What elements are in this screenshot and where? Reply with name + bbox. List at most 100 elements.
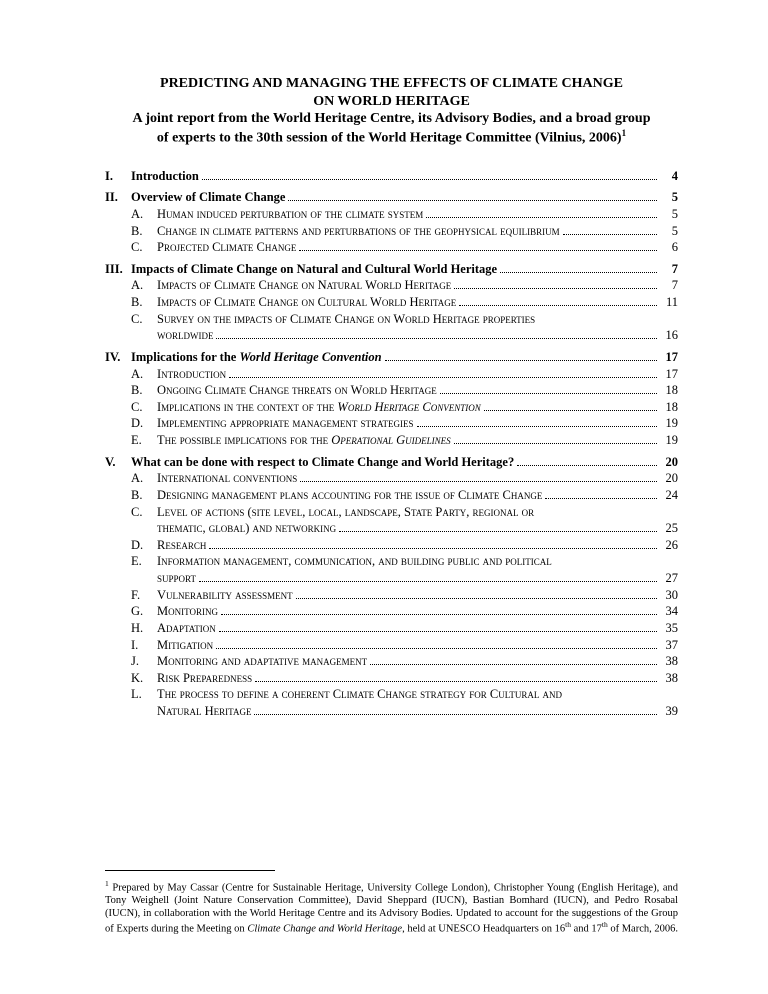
toc-page: 18 bbox=[660, 383, 678, 399]
toc-page: 20 bbox=[660, 471, 678, 487]
toc-text-italic: Operational Guidelines bbox=[331, 433, 450, 447]
toc-num: C. bbox=[131, 505, 157, 521]
toc-leader bbox=[216, 328, 657, 339]
toc-level2-row: C. Implications in the context of the Wo… bbox=[131, 400, 678, 416]
toc-page: 4 bbox=[660, 169, 678, 185]
toc-level2-row: H. Adaptation 35 bbox=[131, 621, 678, 637]
toc-text: Information management, communication, a… bbox=[157, 554, 552, 570]
toc-page: 38 bbox=[660, 671, 678, 687]
toc-level2-row: C. Level of actions (site level, local, … bbox=[131, 505, 678, 521]
toc-page: 17 bbox=[660, 350, 678, 366]
title-block: PREDICTING AND MANAGING THE EFFECTS OF C… bbox=[105, 75, 678, 147]
toc-leader bbox=[500, 262, 657, 273]
toc-leader bbox=[229, 367, 657, 378]
toc-page: 19 bbox=[660, 433, 678, 449]
toc-text: The possible implications for the Operat… bbox=[157, 433, 451, 449]
toc-leader bbox=[219, 621, 657, 632]
toc-level2-row: A. Introduction 17 bbox=[131, 367, 678, 383]
toc-level2-row: C. Projected Climate Change 6 bbox=[131, 240, 678, 256]
toc-num: B. bbox=[131, 488, 157, 504]
toc-page: 35 bbox=[660, 621, 678, 637]
toc-page: 39 bbox=[660, 704, 678, 720]
toc-page: 37 bbox=[660, 638, 678, 654]
toc-leader bbox=[417, 416, 657, 427]
toc-level1-row: IV. Implications for the World Heritage … bbox=[105, 350, 678, 366]
toc-num: A. bbox=[131, 367, 157, 383]
toc-level2-row: K. Risk Preparedness 38 bbox=[131, 671, 678, 687]
toc-text: Introduction bbox=[131, 169, 199, 185]
toc-text: worldwide bbox=[157, 328, 213, 344]
toc-num: A. bbox=[131, 278, 157, 294]
toc-leader bbox=[370, 654, 657, 665]
toc-text: Implications for the World Heritage Conv… bbox=[131, 350, 382, 366]
toc-level2-row-cont: thematic, global) and networking 25 bbox=[131, 521, 678, 537]
toc-level2-row: L. The process to define a coherent Clim… bbox=[131, 687, 678, 703]
toc-leader bbox=[209, 538, 657, 549]
toc-leader bbox=[426, 207, 657, 218]
toc-num: K. bbox=[131, 671, 157, 687]
toc-text: Natural Heritage bbox=[157, 704, 251, 720]
toc-leader bbox=[254, 704, 657, 715]
toc-text: Impacts of Climate Change on Cultural Wo… bbox=[157, 295, 456, 311]
toc-page: 6 bbox=[660, 240, 678, 256]
toc-level2-row-cont: support 27 bbox=[131, 571, 678, 587]
toc-leader bbox=[454, 433, 657, 444]
toc-text: Impacts of Climate Change on Natural Wor… bbox=[157, 278, 451, 294]
toc-num: I. bbox=[105, 169, 131, 185]
toc-num: E. bbox=[131, 433, 157, 449]
toc-num: D. bbox=[131, 416, 157, 432]
toc-page: 30 bbox=[660, 588, 678, 604]
toc-text: Introduction bbox=[157, 367, 226, 383]
toc-level2-row: G. Monitoring 34 bbox=[131, 604, 678, 620]
toc-num: V. bbox=[105, 455, 131, 471]
toc-leader bbox=[221, 604, 657, 615]
toc-level2-row: B. Impacts of Climate Change on Cultural… bbox=[131, 295, 678, 311]
toc-text-pre: The possible implications for the bbox=[157, 433, 331, 447]
toc-num: G. bbox=[131, 604, 157, 620]
toc-leader bbox=[484, 400, 657, 411]
toc-leader bbox=[339, 521, 657, 532]
toc-page: 18 bbox=[660, 400, 678, 416]
toc-num: C. bbox=[131, 240, 157, 256]
toc-num: B. bbox=[131, 224, 157, 240]
toc-level2-row: A. Human induced perturbation of the cli… bbox=[131, 207, 678, 223]
toc-text: Mitigation bbox=[157, 638, 213, 654]
toc-text: Overview of Climate Change bbox=[131, 190, 285, 206]
toc-num: F. bbox=[131, 588, 157, 604]
toc-page: 38 bbox=[660, 654, 678, 670]
toc-page: 17 bbox=[660, 367, 678, 383]
toc-leader bbox=[300, 471, 657, 482]
toc-leader bbox=[299, 240, 657, 251]
toc-text: Implications in the context of the World… bbox=[157, 400, 481, 416]
toc-page: 5 bbox=[660, 190, 678, 206]
toc-text: International conventions bbox=[157, 471, 297, 487]
toc-level1-row: III. Impacts of Climate Change on Natura… bbox=[105, 262, 678, 278]
toc-num: H. bbox=[131, 621, 157, 637]
title-footnote-ref: 1 bbox=[622, 128, 627, 138]
toc-leader bbox=[517, 455, 657, 466]
toc-text-italic: World Heritage Convention bbox=[239, 350, 381, 364]
toc-leader bbox=[296, 588, 657, 599]
document-page: PREDICTING AND MANAGING THE EFFECTS OF C… bbox=[0, 0, 768, 994]
toc-level2-row: A. Impacts of Climate Change on Natural … bbox=[131, 278, 678, 294]
toc-text: Research bbox=[157, 538, 206, 554]
toc-text: support bbox=[157, 571, 196, 587]
toc-page: 20 bbox=[660, 455, 678, 471]
toc-leader bbox=[202, 169, 657, 180]
toc-text: Monitoring and adaptative management bbox=[157, 654, 367, 670]
toc-text: Change in climate patterns and perturbat… bbox=[157, 224, 560, 240]
toc-page: 7 bbox=[660, 262, 678, 278]
toc-level2-row: J. Monitoring and adaptative management … bbox=[131, 654, 678, 670]
toc-text: Designing management plans accounting fo… bbox=[157, 488, 542, 504]
toc-text-pre: Implications for the bbox=[131, 350, 239, 364]
title-line-2: ON WORLD HERITAGE bbox=[105, 93, 678, 111]
toc-page: 16 bbox=[660, 328, 678, 344]
toc-page: 7 bbox=[660, 278, 678, 294]
toc-page: 27 bbox=[660, 571, 678, 587]
toc-page: 5 bbox=[660, 207, 678, 223]
toc-num: C. bbox=[131, 312, 157, 328]
toc-num: L. bbox=[131, 687, 157, 703]
toc-text: Human induced perturbation of the climat… bbox=[157, 207, 423, 223]
toc-text: Survey on the impacts of Climate Change … bbox=[157, 312, 535, 328]
toc-page: 24 bbox=[660, 488, 678, 504]
